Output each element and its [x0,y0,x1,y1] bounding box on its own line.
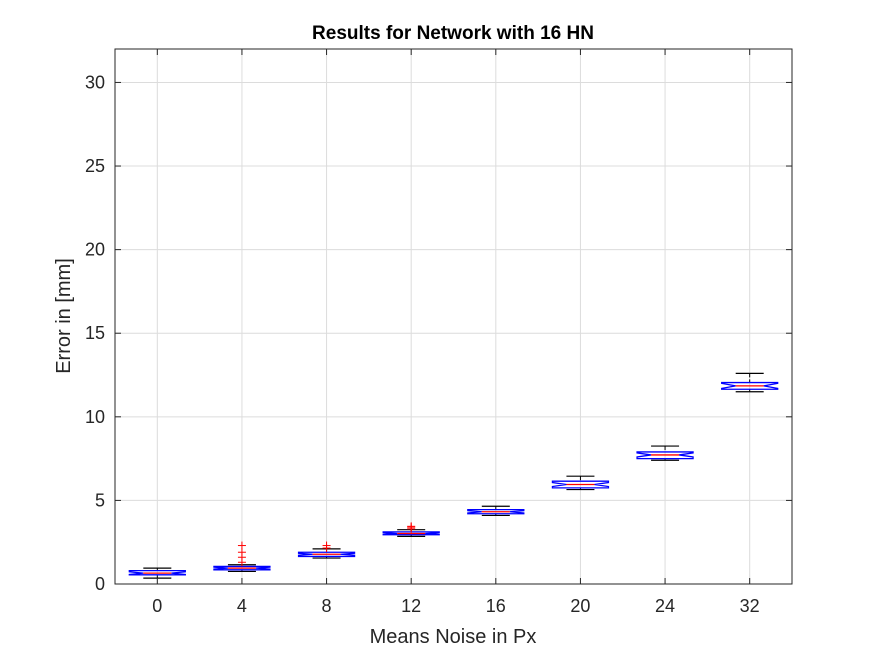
notched-box [213,565,271,571]
y-tick-label: 0 [95,574,105,594]
axis-ticks: 0 4 8 12 16 20 24 32 0 5 10 15 20 25 30 [85,49,792,616]
notched-box [382,531,440,536]
outlier-marker [407,522,416,531]
outlier-marker [322,541,331,550]
x-tick-label: 20 [570,596,590,616]
notched-box [551,480,610,489]
box-20 [551,475,610,491]
outlier-marker [237,541,246,550]
x-tick-label: 16 [486,596,506,616]
y-tick-label: 5 [95,490,105,510]
box-4 [213,541,271,573]
notched-box [128,569,186,576]
notched-box [297,551,356,558]
x-tick-label: 24 [655,596,675,616]
box-0 [128,567,186,579]
box-16 [467,505,525,517]
y-tick-label: 30 [85,72,105,92]
x-tick-label: 12 [401,596,421,616]
notched-box [467,508,525,515]
notched-box [636,451,694,460]
box-8 [297,541,356,559]
y-tick-label: 20 [85,240,105,260]
box-24 [636,445,694,461]
axes-frame [114,48,793,585]
y-tick-label: 10 [85,407,105,427]
grid-lines [115,49,792,585]
y-tick-label: 25 [85,156,105,176]
box-series [128,372,779,579]
x-tick-label: 4 [237,596,247,616]
chart-title: Results for Network with 16 HN [312,23,594,44]
x-tick-label: 0 [152,596,162,616]
y-tick-label: 15 [85,323,105,343]
x-tick-label: 32 [740,596,760,616]
x-tick-label: 8 [322,596,332,616]
box-12 [382,522,440,537]
outlier-marker [237,548,246,557]
box-32 [721,372,779,393]
y-axis-label: Error in [mm] [53,258,75,374]
notched-box [721,381,779,390]
x-axis-label: Means Noise in Px [370,626,537,648]
